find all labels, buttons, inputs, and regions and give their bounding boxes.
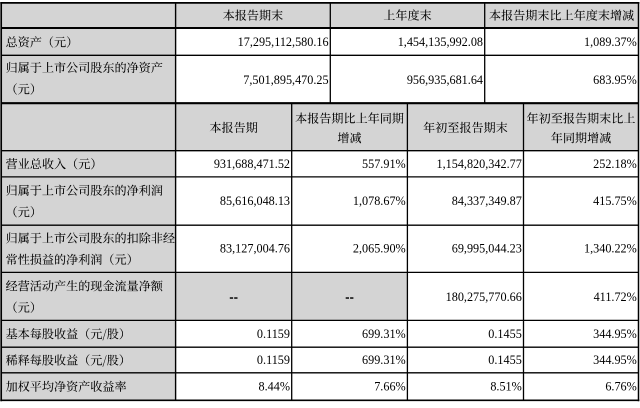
svg-text:85,616,048.13: 85,616,048.13 <box>220 194 290 208</box>
svg-text:1,154,820,342.77: 1,154,820,342.77 <box>436 157 521 171</box>
svg-text:8.44%: 8.44% <box>259 379 290 393</box>
svg-text:415.75%: 415.75% <box>593 194 637 208</box>
svg-text:699.31%: 699.31% <box>362 353 406 367</box>
svg-text:83,127,004.76: 83,127,004.76 <box>220 242 290 256</box>
svg-text:956,935,681.64: 956,935,681.64 <box>407 73 483 87</box>
svg-text:1,454,135,992.08: 1,454,135,992.08 <box>398 35 483 49</box>
svg-text:84,337,349.87: 84,337,349.87 <box>452 194 522 208</box>
svg-text:180,275,770.66: 180,275,770.66 <box>446 290 522 304</box>
svg-text:0.1159: 0.1159 <box>257 353 290 367</box>
svg-text:2,065.90%: 2,065.90% <box>353 242 406 256</box>
svg-text:411.72%: 411.72% <box>594 290 637 304</box>
svg-text:0.1455: 0.1455 <box>488 327 522 341</box>
svg-text:344.95%: 344.95% <box>593 327 637 341</box>
svg-text:1,089.37%: 1,089.37% <box>584 35 637 49</box>
svg-text:0.1455: 0.1455 <box>488 353 522 367</box>
svg-text:252.18%: 252.18% <box>593 157 637 171</box>
svg-text:6.76%: 6.76% <box>605 379 636 393</box>
svg-text:557.91%: 557.91% <box>362 157 406 171</box>
svg-text:7.66%: 7.66% <box>374 379 405 393</box>
svg-text:683.95%: 683.95% <box>593 73 637 87</box>
svg-text:8.51%: 8.51% <box>490 379 521 393</box>
svg-text:0.1159: 0.1159 <box>257 327 290 341</box>
svg-text:699.31%: 699.31% <box>362 327 406 341</box>
svg-text:1,078.67%: 1,078.67% <box>353 194 406 208</box>
svg-text:344.95%: 344.95% <box>593 353 637 367</box>
svg-text:1,340.22%: 1,340.22% <box>584 242 637 256</box>
svg-text:69,995,044.23: 69,995,044.23 <box>452 242 522 256</box>
svg-text:17,295,112,580.16: 17,295,112,580.16 <box>238 35 329 49</box>
svg-text:7,501,895,470.25: 7,501,895,470.25 <box>243 73 328 87</box>
svg-text:931,688,471.52: 931,688,471.52 <box>214 157 290 171</box>
